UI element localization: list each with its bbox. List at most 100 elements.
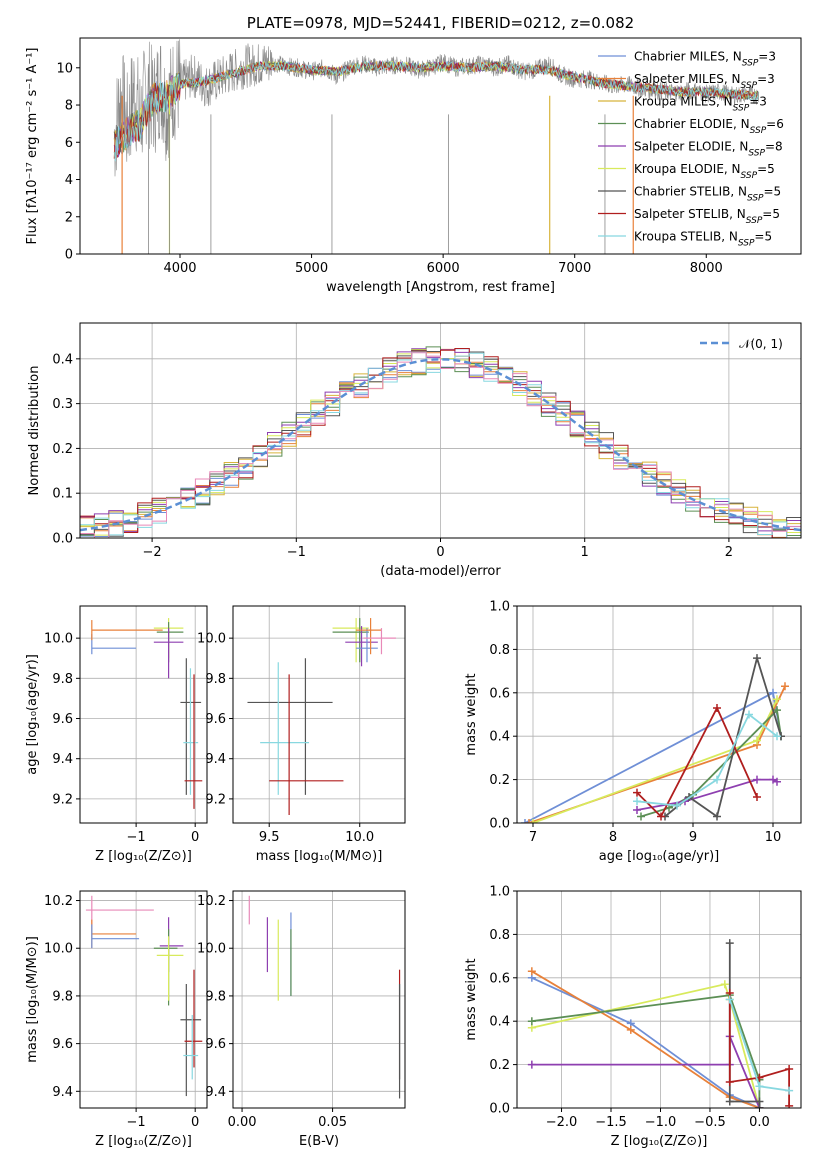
- point-kroupa-stelib: [260, 662, 310, 795]
- ytick-label-4: 0.8: [489, 643, 510, 658]
- ytick-label-2: 9.6: [205, 712, 226, 727]
- legend-label: Salpeter STELIB, NSSP=5: [634, 207, 780, 226]
- xtick-label-0: 9.5: [259, 830, 280, 845]
- chart-title: PLATE=0978, MJD=52441, FIBERID=0212, z=0…: [247, 14, 634, 32]
- ytick-label-0: 0.0: [52, 532, 73, 547]
- plus-marker: [626, 1025, 635, 1034]
- xtick-label-0: 0.00: [228, 1115, 257, 1130]
- point-salpeter-stelib: [184, 674, 203, 809]
- x-axis-label: (data-model)/error: [380, 564, 501, 579]
- frame-mass_vs_z: [79, 890, 208, 1109]
- ytick-label-0: 9.4: [205, 1085, 226, 1100]
- series-line: [728, 943, 761, 1108]
- xtick-label-4: 0.0: [749, 1115, 770, 1130]
- plus-marker: [773, 777, 781, 786]
- xtick-label-0: −2: [143, 545, 162, 560]
- series-kroupa-stelib: [633, 710, 781, 810]
- xtick-label-0: −1: [127, 830, 146, 845]
- ytick-label-5: 10: [56, 61, 73, 76]
- point-salpeter-miles: [91, 919, 137, 949]
- point-salpeter-stelib: [269, 674, 344, 815]
- x-axis-label: Z [log₁₀(Z/Z⊙)]: [95, 1134, 192, 1149]
- ytick-label-1: 0.1: [52, 487, 73, 502]
- series-kroupa-stelib: [725, 995, 794, 1095]
- point-salpeter-miles: [356, 618, 382, 655]
- series-salpeter-miles: [527, 967, 764, 1108]
- plot-area-spectrum: [113, 39, 760, 254]
- ytick-label-2: 4: [65, 173, 73, 188]
- plus-marker: [713, 703, 721, 712]
- plus-marker: [745, 710, 753, 719]
- ytick-label-1: 0.2: [489, 1058, 510, 1073]
- x-axis-label: mass [log₁₀(M/M⊙)]: [256, 849, 383, 864]
- plus-marker: [529, 819, 537, 823]
- axes-age_vs_z: −1 0 9.2 9.4 9.6 9.8 10.0 Z [log₁₀(Z/Z⊙)] age [l…: [25, 605, 208, 864]
- plus-marker: [773, 706, 781, 715]
- ytick-label-3: 0.3: [52, 397, 73, 412]
- series-kroupa-elodie: [529, 695, 781, 823]
- plot-area-weight_vs_z: [527, 939, 794, 1108]
- ytick-label-1: 2: [65, 210, 73, 225]
- point-kroupa-stelib: [183, 668, 199, 795]
- plot-area-weight_vs_age: [521, 654, 789, 823]
- plus-marker: [725, 1097, 734, 1106]
- plus-marker: [713, 812, 721, 821]
- x-axis-label: Z [log₁₀(Z/Z⊙)]: [611, 1134, 708, 1149]
- series-line: [531, 970, 760, 1108]
- plus-marker: [753, 736, 761, 745]
- point-salpeter-elodie: [159, 917, 184, 973]
- plus-marker: [521, 819, 529, 823]
- axes-weight_vs_z: −2.0 −1.5 −1.0 −0.5 0.0 0.0 0.2 0.4 0.6 0.8 1.0 Z […: [464, 885, 802, 1149]
- axes-age_vs_mass: 9.5 10.0 9.2 9.4 9.6 9.8 10.0 mass [log₁₀(M/M⊙)…: [197, 605, 406, 864]
- y-axis-label: Normed distribution: [27, 366, 42, 496]
- ytick-label-4: 10.2: [44, 894, 73, 909]
- ytick-label-1: 9.6: [205, 1037, 226, 1052]
- point-extra: [85, 895, 154, 925]
- x-axis-label: age [log₁₀(age/yr)]: [599, 849, 720, 864]
- ytick-label-4: 0.8: [489, 928, 510, 943]
- y-axis-label: mass [log₁₀(M/M⊙)]: [25, 936, 40, 1063]
- series-salpeter-elodie: [527, 1032, 764, 1108]
- point-salpeter-stelib: [184, 969, 203, 1068]
- axes-mass_vs_ebv: 0.00 0.05 9.4 9.6 9.8 10.0 10.2 E(B-V): [197, 890, 406, 1149]
- xtick-label-2: 6000: [427, 261, 460, 276]
- plus-marker: [657, 812, 665, 821]
- ytick-label-5: 1.0: [489, 600, 510, 615]
- point-salpeter-elodie: [153, 628, 184, 679]
- x-axis-label: wavelength [Angstrom, rest frame]: [326, 280, 555, 295]
- legend-label: Kroupa ELODIE, NSSP=5: [634, 162, 775, 181]
- y-axis-label: mass weight: [464, 958, 479, 1040]
- legend-label: Chabrier STELIB, NSSP=5: [634, 185, 781, 204]
- series-line: [531, 983, 761, 1108]
- ytick-label-2: 0.4: [489, 730, 510, 745]
- plus-marker: [525, 819, 533, 823]
- legend-label: Salpeter ELODIE, NSSP=8: [634, 140, 783, 159]
- legend-label: Chabrier ELODIE, NSSP=6: [634, 117, 784, 136]
- point-chabrier-miles: [356, 628, 378, 663]
- point-kroupa-stelib: [183, 1015, 199, 1080]
- ytick-label-4: 8: [65, 99, 73, 114]
- axes-mass_vs_z: −1 0 9.4 9.6 9.8 10.0 10.2 Z [log₁₀(Z/Z⊙)] mass …: [25, 890, 208, 1149]
- ytick-label-2: 9.8: [52, 989, 73, 1004]
- xtick-label-0: 7: [529, 830, 537, 845]
- point-chabrier-miles: [91, 924, 140, 949]
- ytick-label-3: 0.6: [489, 971, 510, 986]
- legend-entry: Kroupa ELODIE, NSSP=5: [598, 162, 775, 181]
- plot-area-age_vs_z: [91, 618, 203, 809]
- plus-marker: [725, 939, 734, 948]
- ytick-label-0: 9.2: [52, 792, 73, 807]
- ytick-label-4: 0.4: [52, 352, 73, 367]
- ytick-label-3: 6: [65, 136, 73, 151]
- axes-spectrum: 4000 5000 6000 7000 8000 0 2 4 6 8 10 wavelength [A…: [25, 14, 802, 295]
- series-line: [664, 654, 782, 818]
- plus-marker: [781, 682, 789, 691]
- legend-entry: Salpeter STELIB, NSSP=5: [598, 207, 780, 226]
- plot-area-age_vs_mass: [247, 618, 396, 815]
- plus-marker: [755, 1082, 764, 1091]
- xtick-label-4: 2: [725, 545, 733, 560]
- plus-marker: [713, 775, 721, 784]
- ytick-label-4: 10.2: [197, 894, 226, 909]
- series-line: [636, 705, 758, 819]
- y-axis-label: age [log₁₀(age/yr)]: [25, 654, 40, 775]
- xtick-label-2: 0: [436, 545, 444, 560]
